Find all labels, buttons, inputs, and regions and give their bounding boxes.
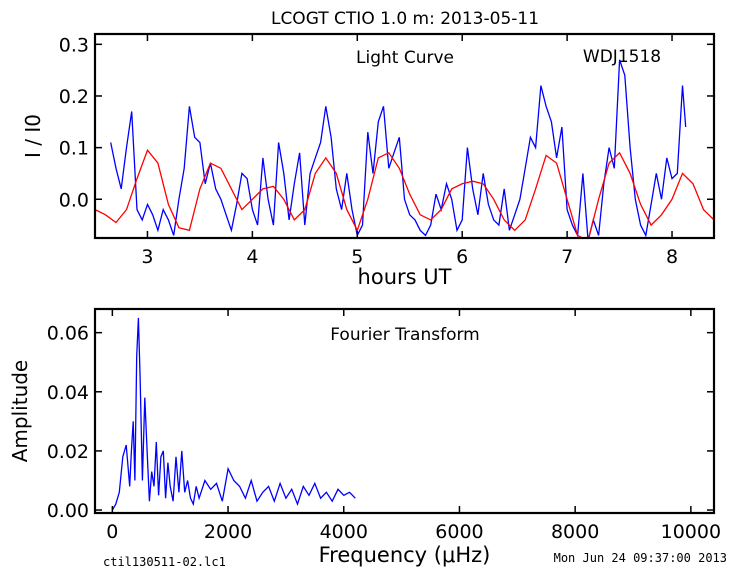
light-curve-panel: 3 4 5 6 7 8 0.0 0.1 0.2 0.3 Light Curve WDJ1518 hour… <box>21 32 716 289</box>
series-line-0 <box>111 317 356 511</box>
y-tick-label: 0.0 <box>59 189 89 211</box>
y-tick-label: 0.3 <box>59 34 89 56</box>
plot-frame <box>93 307 716 515</box>
footer-filename: ctil130511-02.lc1 <box>103 555 226 569</box>
x-tick-label: 0 <box>106 521 118 543</box>
panel-title: Fourier Transform <box>330 325 479 345</box>
y-axis-label: I / I0 <box>21 114 45 158</box>
x-tick-label: 2000 <box>204 521 252 543</box>
y-tick-label: 0.1 <box>59 138 89 160</box>
x-tick-label: 5 <box>351 246 363 268</box>
x-tick-label: 8 <box>666 246 678 268</box>
object-annotation: WDJ1518 <box>583 47 661 67</box>
y-tick-label: 0.04 <box>47 382 89 404</box>
y-tick-label: 0.00 <box>47 500 89 522</box>
x-tick-label: 10000 <box>661 521 721 543</box>
figure-title: LCOGT CTIO 1.0 m: 2013-05-11 <box>271 9 539 29</box>
x-tick-label: 4 <box>246 246 258 268</box>
y-tick-label: 0.06 <box>47 323 89 345</box>
footer-timestamp: Mon Jun 24 09:37:00 2013 <box>554 551 727 565</box>
panel-title: Light Curve <box>356 48 454 68</box>
x-tick-label: 6000 <box>435 521 483 543</box>
y-tick-label: 0.2 <box>59 86 89 108</box>
x-tick-label: 7 <box>561 246 573 268</box>
x-axis-label: hours UT <box>358 265 452 289</box>
x-axis-label: Frequency (μHz) <box>319 543 491 567</box>
x-tick-label: 6 <box>456 246 468 268</box>
series-line-0 <box>110 59 687 238</box>
y-axis-label: Amplitude <box>8 360 32 463</box>
x-tick-label: 4000 <box>320 521 368 543</box>
y-tick-label: 0.02 <box>47 441 89 463</box>
x-tick-label: 3 <box>141 246 153 268</box>
fourier-transform-panel: 0 2000 4000 6000 8000 10000 0.00 0.02 0.04 0.06 Fo… <box>8 307 721 567</box>
plot-frame <box>93 32 716 240</box>
series-line-1 <box>95 148 714 238</box>
x-tick-label: 8000 <box>551 521 599 543</box>
